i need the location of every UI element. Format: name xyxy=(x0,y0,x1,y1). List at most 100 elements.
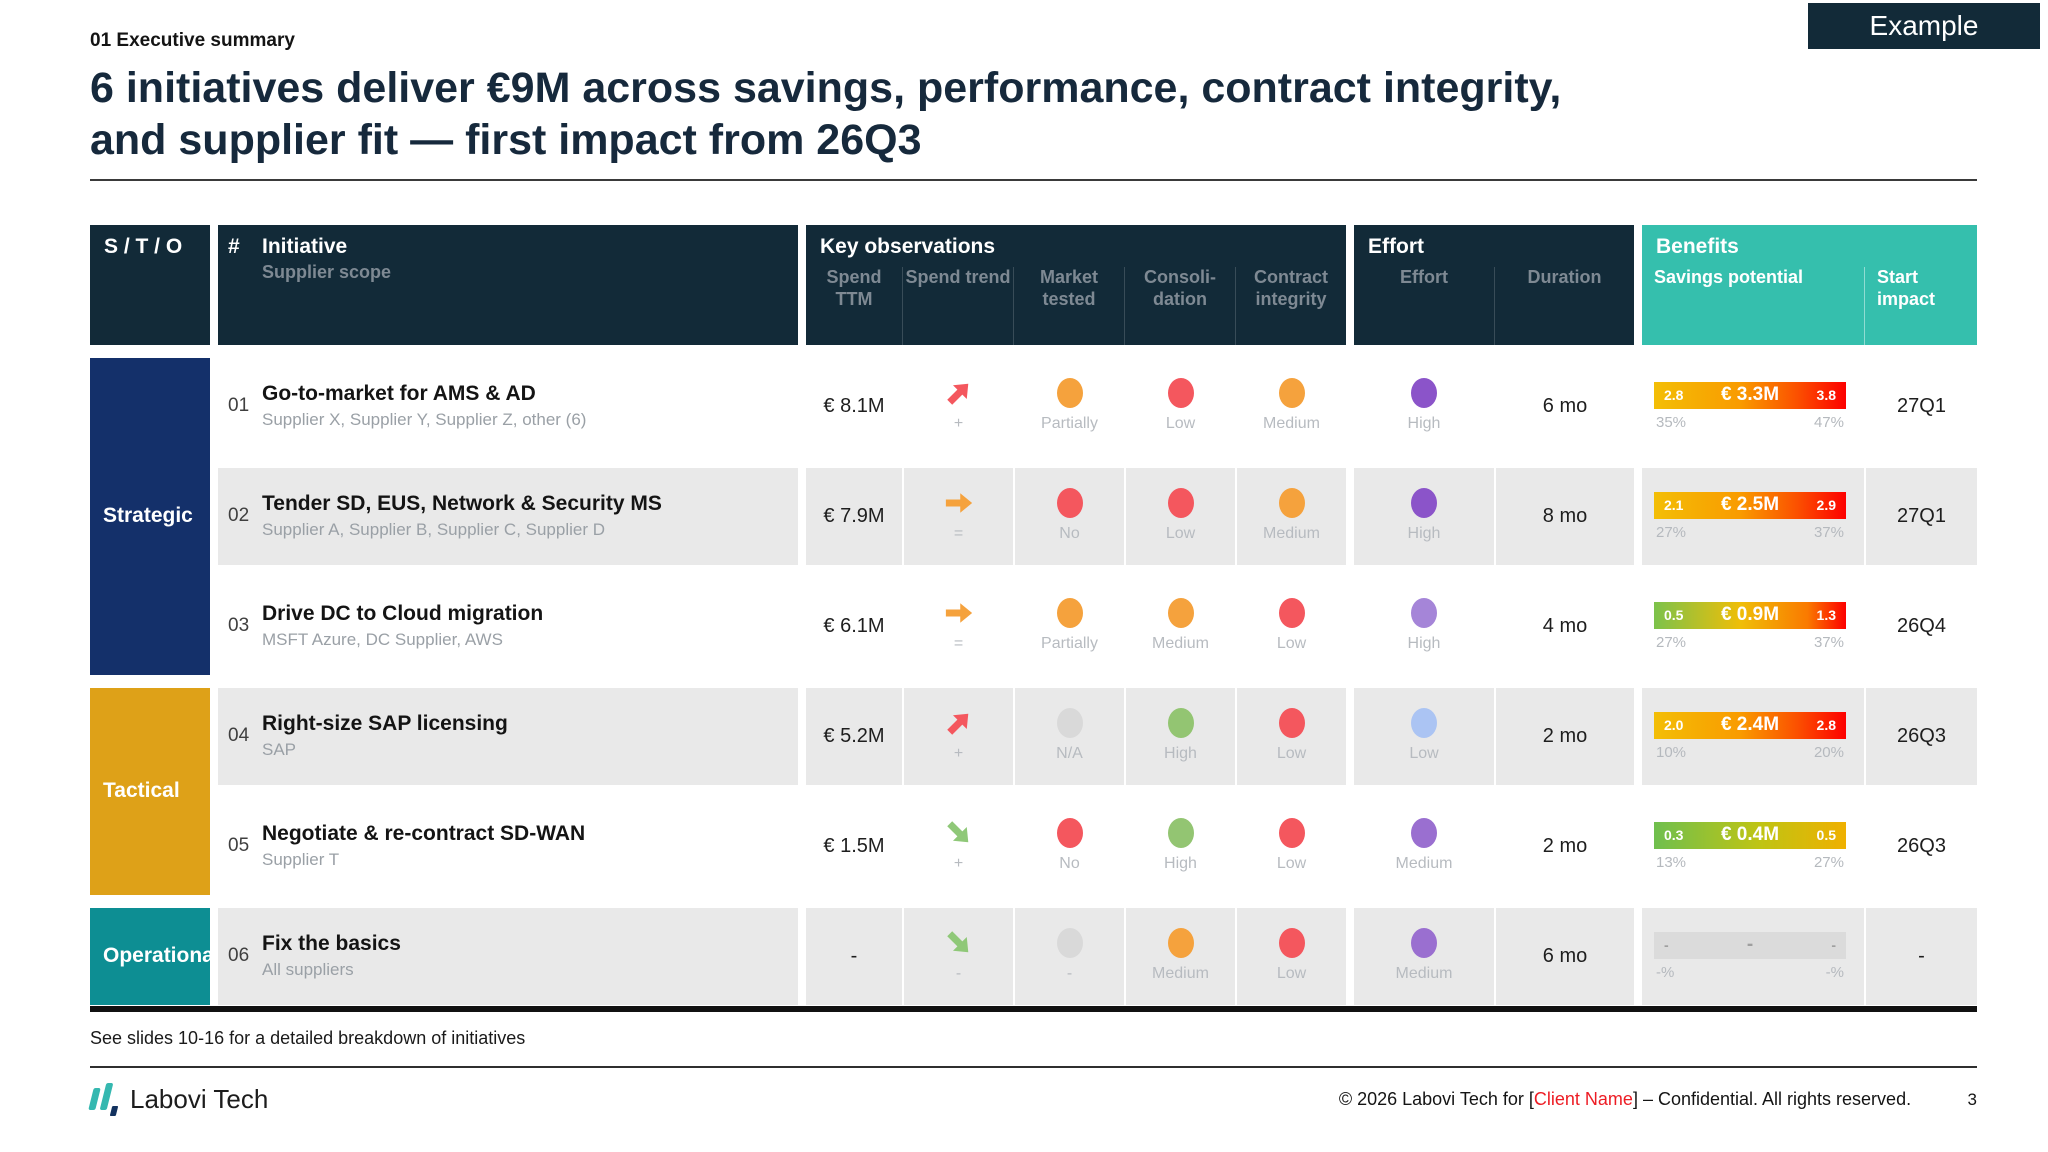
consolidation-label: High xyxy=(1164,855,1197,873)
market-tested-label: Partially xyxy=(1041,635,1098,653)
column-label-start-impact: Start impact xyxy=(1864,266,1977,345)
savings-low: 0.5 xyxy=(1664,607,1684,624)
contract-integrity-label: Low xyxy=(1276,855,1307,873)
effort-label: Low xyxy=(1409,745,1439,763)
savings-bar: 0.5 € 0.9M 1.3 xyxy=(1654,601,1846,629)
contract-integrity-dot xyxy=(1278,378,1305,409)
spend-ttm-value: - xyxy=(850,944,858,967)
savings-percent-low: 27% xyxy=(1656,523,1687,541)
savings-mid: € 0.9M xyxy=(1720,604,1780,626)
initiative-scope: Supplier A, Supplier B, Supplier C, Supp… xyxy=(262,520,606,540)
trend-label: + xyxy=(953,415,964,433)
contract-integrity-dot xyxy=(1278,708,1305,739)
spend-ttm-value: € 1.5M xyxy=(823,834,885,857)
initiative-scope: Supplier X, Supplier Y, Supplier Z, othe… xyxy=(262,410,587,430)
column-label-consolidation: Consoli-dation xyxy=(1124,266,1235,345)
number-header-label: # xyxy=(228,234,240,258)
savings-low: 2.0 xyxy=(1664,717,1684,734)
group-strategic: Strategic xyxy=(90,357,210,675)
savings-mid: € 2.4M xyxy=(1720,714,1780,736)
savings-high: 0.5 xyxy=(1816,827,1836,844)
trend-arrow-icon xyxy=(946,821,968,843)
labovi-logo-icon xyxy=(88,1082,120,1118)
contract-integrity-dot xyxy=(1278,818,1305,849)
page-number: 3 xyxy=(1967,1090,1977,1110)
footer: Labovi Tech © 2026 Labovi Tech for [Clie… xyxy=(88,1082,1977,1118)
initiative-number: 03 xyxy=(228,615,250,637)
slide-title: 6 initiatives deliver €9M across savings… xyxy=(90,62,1977,167)
spend-ttm-value: € 5.2M xyxy=(823,724,885,747)
effort-dot xyxy=(1411,598,1437,629)
effort-dot xyxy=(1411,928,1437,959)
observations-header-cell: Key observations Spend TTM Spend trend M… xyxy=(806,224,1346,345)
column-label-duration: Duration xyxy=(1494,266,1634,345)
initiative-title: Tender SD, EUS, Network & Security MS xyxy=(262,492,662,516)
start-impact-value: 26Q4 xyxy=(1897,614,1946,637)
consolidation-dot xyxy=(1167,378,1194,409)
consolidation-label: Medium xyxy=(1152,635,1209,653)
consolidation-label: Low xyxy=(1165,525,1196,543)
start-impact-value: 27Q1 xyxy=(1897,504,1946,527)
contract-integrity-dot xyxy=(1278,598,1305,629)
consolidation-label: High xyxy=(1164,745,1197,763)
savings-bar: 2.0 € 2.4M 2.8 xyxy=(1654,711,1846,739)
contract-integrity-label: Low xyxy=(1276,965,1307,983)
start-impact-value: - xyxy=(1918,944,1925,967)
trend-label: = xyxy=(953,525,964,543)
duration-value: 4 mo xyxy=(1542,614,1588,637)
copyright: © 2026 Labovi Tech for [Client Name] – C… xyxy=(1338,1089,1912,1110)
initiative-cell: 01 Go-to-market for AMS & AD Supplier X,… xyxy=(218,358,798,455)
savings-low: - xyxy=(1664,937,1669,954)
group-tactical-label: Tactical xyxy=(103,779,180,803)
savings-bar: 0.3 € 0.4M 0.5 xyxy=(1654,821,1846,849)
savings-mid: - xyxy=(1746,934,1754,956)
savings-bar: - - - xyxy=(1654,931,1846,959)
savings-percent-high: 37% xyxy=(1813,523,1844,541)
duration-value: 6 mo xyxy=(1542,394,1588,417)
effort-cell: Medium 6 mo xyxy=(1354,907,1634,1005)
savings-mid: € 3.3M xyxy=(1720,384,1780,406)
spend-ttm-value: € 6.1M xyxy=(823,614,885,637)
trend-arrow-icon xyxy=(945,603,972,624)
effort-label: Medium xyxy=(1395,855,1453,873)
market-tested-dot xyxy=(1056,928,1083,959)
initiative-cell: 02 Tender SD, EUS, Network & Security MS… xyxy=(218,467,798,565)
initiative-number: 05 xyxy=(228,835,250,857)
duration-value: 2 mo xyxy=(1542,724,1588,747)
savings-percent-high: 20% xyxy=(1813,743,1844,761)
contract-integrity-label: Low xyxy=(1276,745,1307,763)
initiative-scope: All suppliers xyxy=(262,960,354,980)
market-tested-dot xyxy=(1056,488,1083,519)
effort-group-label: Effort xyxy=(1368,234,1424,258)
effort-dot xyxy=(1411,708,1437,739)
savings-percent-high: 27% xyxy=(1813,853,1844,871)
contract-integrity-label: Medium xyxy=(1263,415,1320,433)
effort-cell: High 4 mo xyxy=(1354,577,1634,675)
savings-percent-high: -% xyxy=(1825,963,1844,981)
initiative-number: 04 xyxy=(228,725,250,747)
observations-cell: € 7.9M = No Low Medium xyxy=(806,467,1346,565)
savings-percent-low: 10% xyxy=(1656,743,1687,761)
title-line-2: and supplier fit — first impact from 26Q… xyxy=(90,116,922,165)
savings-percent-low: 35% xyxy=(1656,413,1687,431)
consolidation-dot xyxy=(1167,488,1194,519)
savings-bar: 2.8 € 3.3M 3.8 xyxy=(1654,381,1846,409)
initiative-scope: Supplier T xyxy=(262,850,340,870)
consolidation-dot xyxy=(1167,598,1194,629)
initiative-header-cell: # Initiative Supplier scope xyxy=(218,224,798,345)
benefits-cell: - - - -% -% - xyxy=(1642,907,1977,1005)
initiative-title: Right-size SAP licensing xyxy=(262,712,508,736)
benefits-cell: 2.0 € 2.4M 2.8 10% 20% 26Q3 xyxy=(1642,687,1977,785)
savings-percent-high: 47% xyxy=(1813,413,1844,431)
column-label-spend-ttm: Spend TTM xyxy=(826,266,882,309)
spend-ttm-value: € 8.1M xyxy=(823,394,885,417)
savings-low: 2.1 xyxy=(1664,497,1684,514)
savings-high: 2.9 xyxy=(1816,497,1836,514)
initiative-cell: 04 Right-size SAP licensing SAP xyxy=(218,687,798,785)
group-strategic-label: Strategic xyxy=(103,504,193,528)
trend-label: + xyxy=(953,855,964,873)
column-label-savings-potential: Savings potential xyxy=(1654,266,1804,287)
initiative-cell: 05 Negotiate & re-contract SD-WAN Suppli… xyxy=(218,798,798,895)
group-operational: Operational xyxy=(90,907,220,1005)
duration-value: 2 mo xyxy=(1542,834,1588,857)
